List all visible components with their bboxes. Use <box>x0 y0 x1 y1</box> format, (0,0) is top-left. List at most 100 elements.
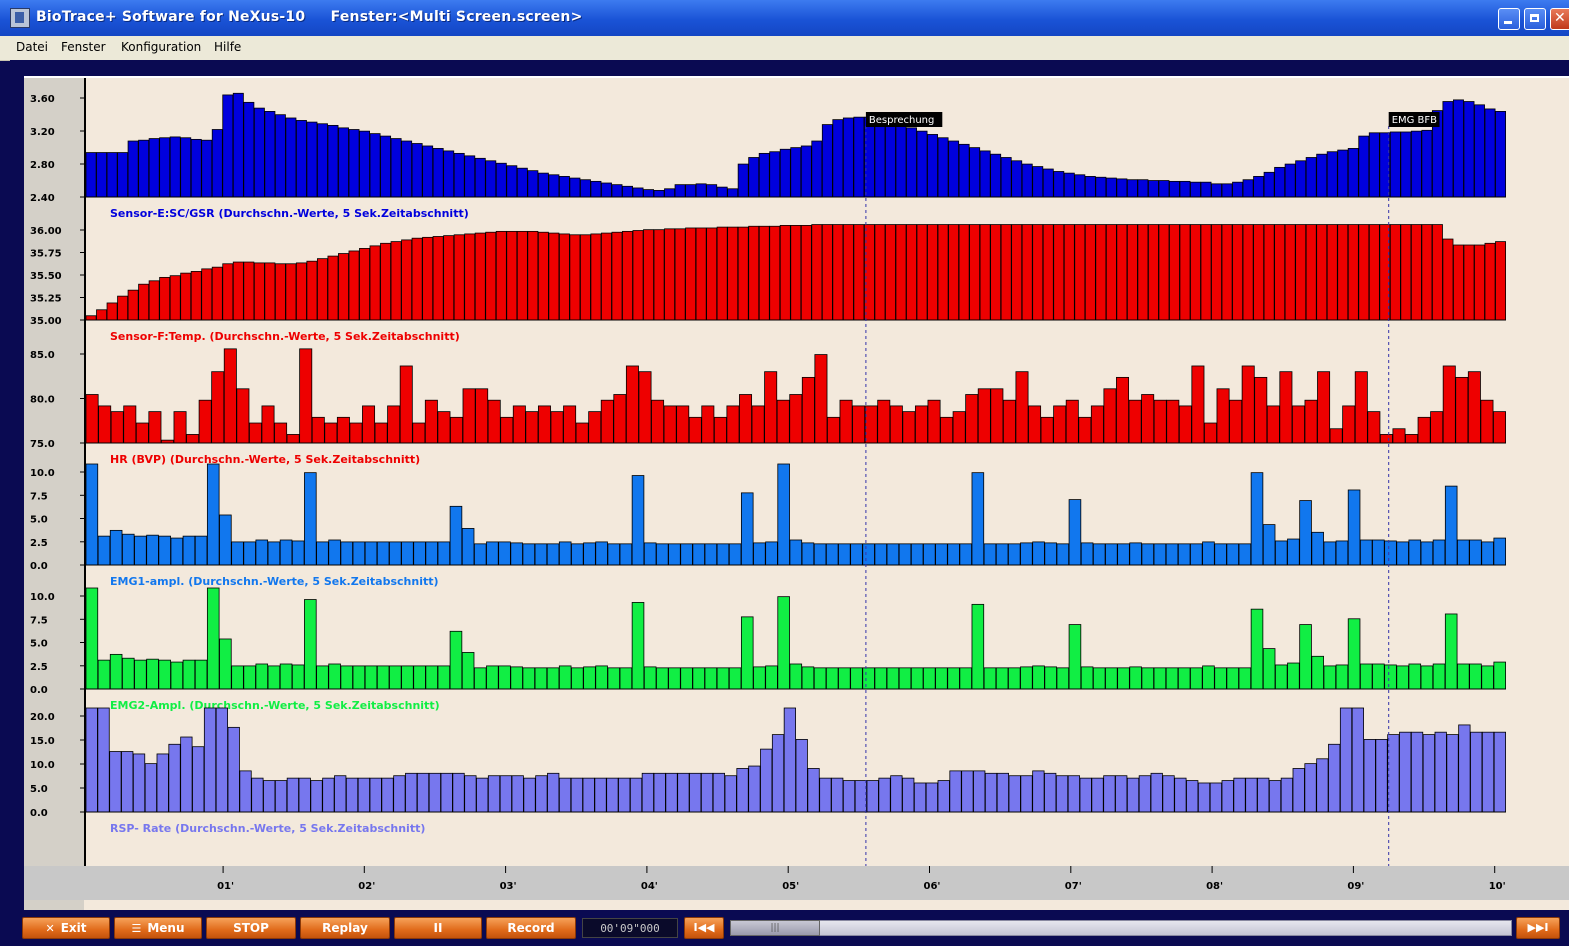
bar-hr <box>173 411 187 444</box>
y-tick-temp: 36.00 <box>30 226 62 237</box>
series-label-emg2: EMG2-Ampl. (Durchschn.-Werte, 5 Sek.Zeit… <box>110 699 440 712</box>
bar-emg1 <box>1287 538 1300 566</box>
bar-sc <box>201 139 213 198</box>
bar-emg2 <box>413 665 426 690</box>
bar-sc <box>895 124 907 198</box>
maximize-button[interactable] <box>1524 8 1546 30</box>
pause-button[interactable]: II <box>394 917 482 939</box>
bar-sc <box>1211 183 1222 198</box>
bar-sc <box>253 107 265 198</box>
bar-temp <box>1337 224 1349 321</box>
bar-emg1 <box>413 541 426 566</box>
bar-temp <box>716 226 728 321</box>
y-tick-emg1: 0.0 <box>30 561 48 572</box>
stop-button[interactable]: STOP <box>206 917 296 939</box>
bar-emg1 <box>1347 489 1361 566</box>
bar-emg2 <box>267 665 281 690</box>
bar-temp <box>1158 224 1170 321</box>
minimize-button[interactable] <box>1498 8 1520 30</box>
bar-emg1 <box>1481 541 1494 566</box>
bar-sc <box>1232 181 1244 198</box>
bar-sc <box>1347 148 1359 198</box>
bar-emg2 <box>1323 665 1337 690</box>
bar-sc <box>422 145 434 198</box>
bar-hr <box>990 388 1004 444</box>
bar-temp <box>1169 224 1180 321</box>
bar-rsp <box>925 782 938 813</box>
timeline-scroll-thumb[interactable]: ||| <box>730 920 820 936</box>
bar-sc <box>264 111 276 198</box>
bar-temp <box>380 242 392 321</box>
bar-emg2 <box>680 667 693 690</box>
menu-konfiguration[interactable]: Konfiguration <box>121 40 202 54</box>
bar-emg1 <box>1432 539 1446 566</box>
bar-emg2 <box>1214 667 1227 690</box>
close-button[interactable] <box>1550 8 1569 30</box>
bar-emg2 <box>1408 663 1422 690</box>
bar-rsp <box>878 777 891 813</box>
timeline-scrollbar[interactable] <box>730 920 1512 936</box>
bar-rsp <box>452 772 465 813</box>
bar-rsp <box>97 707 110 813</box>
record-button[interactable]: Record <box>486 917 576 939</box>
bar-sc <box>1326 151 1338 198</box>
menu-fenster[interactable]: Fenster <box>61 40 106 54</box>
bar-hr <box>1342 405 1356 444</box>
bar-temp <box>201 268 213 321</box>
bar-sc <box>1295 160 1307 198</box>
bar-temp <box>779 225 791 321</box>
bar-sc <box>1063 172 1075 198</box>
bar-sc <box>1032 166 1044 198</box>
bar-temp <box>232 261 244 321</box>
panel-hr: 85.0 80.0 75.0 HR (BVP) (Durchschn.-Werte, … <box>30 348 1507 466</box>
bar-rsp <box>1481 731 1495 813</box>
bar-hr <box>663 405 677 444</box>
bar-hr <box>726 405 740 444</box>
bar-temp <box>590 233 602 321</box>
bar-emg2 <box>959 667 972 690</box>
bar-temp <box>1410 224 1422 321</box>
bar-hr <box>1405 434 1419 444</box>
bar-temp <box>1084 224 1096 321</box>
bar-emg2 <box>971 603 985 690</box>
bar-emg2 <box>1092 667 1106 690</box>
bar-emg2 <box>910 667 924 690</box>
menu-datei[interactable]: Datei <box>16 40 49 54</box>
bar-rsp <box>203 707 217 813</box>
menu-hilfe[interactable]: Hilfe <box>214 40 242 54</box>
rewind-button[interactable]: I◀◀ <box>684 917 724 939</box>
bar-emg2 <box>231 665 244 690</box>
bar-emg1 <box>1493 537 1506 566</box>
bar-temp <box>790 225 802 321</box>
bar-emg2 <box>304 599 317 690</box>
bar-emg1 <box>522 543 536 566</box>
bar-hr <box>1279 371 1293 444</box>
bar-emg2 <box>449 630 463 690</box>
bar-emg2 <box>947 667 960 690</box>
bar-emg2 <box>983 667 997 690</box>
bar-emg1 <box>1238 543 1252 566</box>
bar-hr <box>1480 399 1494 444</box>
bar-temp <box>1305 224 1317 321</box>
bar-hr <box>1078 416 1092 444</box>
bar-emg1 <box>352 541 366 566</box>
bar-emg1 <box>789 539 803 566</box>
forward-button[interactable]: ▶▶I <box>1516 917 1560 939</box>
exit-button[interactable]: ✕ Exit <box>22 917 110 939</box>
bar-emg2 <box>437 665 451 690</box>
bar-rsp <box>866 780 879 813</box>
bar-sc <box>1389 131 1401 198</box>
menu-button[interactable]: ☰ Menu <box>114 917 202 939</box>
bar-sc <box>1337 149 1349 198</box>
bar-emg2 <box>801 666 815 690</box>
bar-temp <box>769 225 781 321</box>
bar-rsp <box>1209 782 1223 813</box>
bar-hr <box>1241 365 1255 444</box>
replay-button[interactable]: Replay <box>300 917 390 939</box>
y-tick-rsp: 20.0 <box>30 712 55 723</box>
bar-emg1 <box>595 541 608 566</box>
bar-hr <box>236 388 250 444</box>
bar-sc <box>611 184 623 198</box>
bar-rsp <box>144 763 157 813</box>
bar-sc <box>1221 183 1233 198</box>
